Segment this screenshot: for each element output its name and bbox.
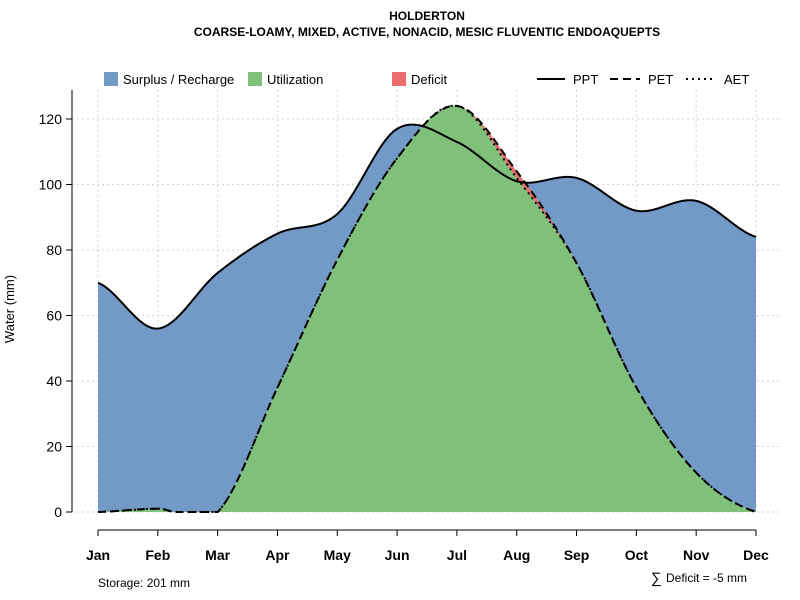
- legend-label-utilization: Utilization: [267, 72, 323, 87]
- x-tick-label-jul: Jul: [447, 547, 467, 563]
- x-tick-label-jan: Jan: [86, 547, 110, 563]
- y-tick-label-40: 40: [46, 373, 62, 389]
- deficit-sum-icon: ∑: [651, 570, 662, 587]
- storage-annotation: Storage: 201 mm: [98, 576, 190, 590]
- y-tick-label-80: 80: [46, 242, 62, 258]
- area-utilization: [98, 105, 756, 513]
- series-line-ppt: [97, 123, 757, 330]
- chart-title: HOLDERTON: [389, 9, 465, 23]
- areas: [98, 105, 756, 513]
- x-tick-label-jun: Jun: [385, 547, 410, 563]
- legend: Surplus / Recharge Utilization Deficit P…: [104, 72, 749, 87]
- series-line-pet: [97, 104, 757, 513]
- x-tick-label-oct: Oct: [625, 547, 649, 563]
- legend-label-surplus: Surplus / Recharge: [123, 72, 234, 87]
- y-tick-label-100: 100: [39, 177, 63, 193]
- y-tick-label-120: 120: [39, 111, 63, 127]
- legend-swatch-surplus: [104, 72, 118, 86]
- y-tick-label-20: 20: [46, 439, 62, 455]
- y-tick-label-0: 0: [54, 504, 62, 520]
- legend-label-deficit: Deficit: [411, 72, 448, 87]
- y-tick-label-60: 60: [46, 308, 62, 324]
- legend-label-pet: PET: [648, 72, 673, 87]
- x-tick-label-nov: Nov: [683, 547, 710, 563]
- x-tick-label-mar: Mar: [205, 547, 230, 563]
- x-tick-label-apr: Apr: [265, 547, 290, 563]
- x-tick-label-aug: Aug: [503, 547, 530, 563]
- y-axis-label: Water (mm): [2, 275, 17, 343]
- legend-label-ppt: PPT: [573, 72, 598, 87]
- legend-swatch-utilization: [248, 72, 262, 86]
- x-tick-label-dec: Dec: [743, 547, 769, 563]
- x-tick-label-feb: Feb: [145, 547, 170, 563]
- series-lines: [97, 104, 757, 513]
- x-tick-label-may: May: [324, 547, 351, 563]
- legend-swatch-deficit: [392, 72, 406, 86]
- chart-subtitle: COARSE-LOAMY, MIXED, ACTIVE, NONACID, ME…: [194, 25, 660, 39]
- x-tick-label-sep: Sep: [564, 547, 590, 563]
- deficit-annotation: Deficit = -5 mm: [666, 571, 747, 585]
- legend-label-aet: AET: [724, 72, 749, 87]
- axes: 0 20 40 60 80 100 120 Jan Feb Mar Apr May Jun Jul Aug S…: [39, 90, 769, 563]
